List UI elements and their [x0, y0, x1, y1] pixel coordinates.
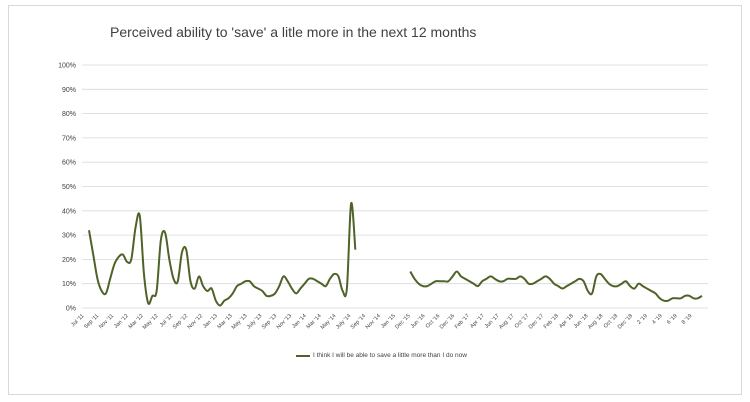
y-tick-label: 10%: [62, 281, 76, 288]
x-tick-label: Nov '12: [187, 313, 204, 330]
y-tick-label: 90%: [62, 87, 76, 94]
x-tick-label: Dec '16: [439, 313, 456, 330]
x-tick-label: Nov '14: [365, 313, 382, 330]
x-tick-label: Jun '16: [410, 313, 427, 330]
x-tick-label: Jan '12: [113, 313, 130, 330]
x-tick-label: Jan '14: [291, 313, 308, 330]
x-tick-label: 6 '19: [666, 313, 679, 326]
y-tick-label: 80%: [62, 111, 76, 118]
y-tick-label: 50%: [62, 184, 76, 191]
x-tick-label: Aug '17: [498, 313, 515, 330]
y-tick-label: 30%: [62, 233, 76, 240]
x-tick-label: Sep '11: [83, 313, 100, 330]
x-tick-label: May '13: [231, 313, 249, 331]
y-tick-label: 40%: [62, 208, 76, 215]
x-tick-label: Dec '18: [617, 313, 634, 330]
x-tick-label: Apr '17: [469, 313, 485, 329]
x-tick-label: Sep '12: [172, 313, 189, 330]
x-tick-label: Feb '17: [454, 313, 471, 330]
chart-frame: [8, 5, 742, 395]
x-tick-label: Dec '15: [394, 313, 411, 330]
x-tick-label: Dec '17: [528, 313, 545, 330]
y-tick-label: 20%: [62, 257, 76, 264]
legend: I think I will be able to save a little …: [296, 352, 467, 359]
x-tick-label: Sep '14: [350, 313, 367, 330]
legend-swatch: [296, 354, 310, 357]
x-tick-label: Aug '18: [587, 313, 604, 330]
legend-label: I think I will be able to save a little …: [313, 352, 467, 359]
y-tick-label: 60%: [62, 160, 76, 167]
y-axis-ticks: 0% 10% 20% 30% 40% 50% 60% 70% 80% 90% 100%: [58, 63, 76, 313]
y-tick-label: 0%: [66, 306, 76, 313]
x-tick-label: Jan '13: [202, 313, 219, 330]
x-tick-label: 4 '19: [651, 313, 664, 326]
x-tick-label: Apr '18: [558, 313, 574, 329]
y-tick-label: 100%: [58, 63, 76, 70]
series-lines: [88, 202, 703, 307]
x-tick-label: May '12: [142, 313, 160, 331]
y-tick-label: 70%: [62, 135, 76, 142]
chart-title: Perceived ability to 'save' a litle more…: [110, 24, 477, 40]
x-tick-label: 2 '19: [636, 313, 649, 326]
x-tick-label: July '14: [335, 313, 352, 330]
x-tick-label: Feb '18: [543, 313, 560, 330]
series-line-segment: [88, 202, 357, 307]
x-tick-label: Nov '11: [98, 313, 115, 330]
x-tick-label: 8 '19: [681, 313, 694, 326]
grid-lines: [82, 64, 708, 309]
x-tick-label: Sep '13: [261, 313, 278, 330]
x-tick-label: July '13: [246, 313, 263, 330]
series-line-segment: [409, 270, 703, 303]
x-tick-label: Nov '13: [276, 313, 293, 330]
x-tick-label: May '14: [320, 313, 338, 331]
